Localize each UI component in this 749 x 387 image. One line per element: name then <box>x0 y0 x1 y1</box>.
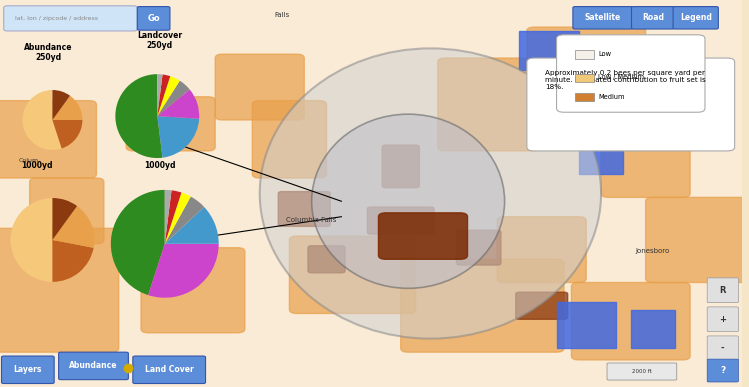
FancyBboxPatch shape <box>516 292 568 319</box>
FancyBboxPatch shape <box>601 81 690 197</box>
FancyBboxPatch shape <box>631 7 675 29</box>
Text: Jonesboro: Jonesboro <box>636 248 670 254</box>
FancyBboxPatch shape <box>137 7 170 30</box>
FancyBboxPatch shape <box>0 101 97 178</box>
Wedge shape <box>22 90 61 150</box>
Wedge shape <box>10 198 52 282</box>
FancyBboxPatch shape <box>527 27 646 112</box>
Text: R: R <box>720 286 726 295</box>
Bar <box>575 93 594 101</box>
Wedge shape <box>52 120 82 149</box>
Wedge shape <box>115 74 163 158</box>
Text: Columbia Falls: Columbia Falls <box>286 217 337 223</box>
Bar <box>0 0 742 33</box>
FancyBboxPatch shape <box>252 101 327 178</box>
Wedge shape <box>157 80 189 116</box>
Ellipse shape <box>260 48 601 339</box>
Text: Legend: Legend <box>680 13 712 22</box>
Text: Low: Low <box>598 51 611 57</box>
Text: Layers: Layers <box>13 365 42 374</box>
FancyBboxPatch shape <box>308 246 345 273</box>
FancyBboxPatch shape <box>707 336 739 361</box>
Wedge shape <box>157 76 180 116</box>
Text: Landcover
250yd: Landcover 250yd <box>137 31 182 50</box>
FancyBboxPatch shape <box>438 58 542 151</box>
FancyBboxPatch shape <box>571 283 690 360</box>
Wedge shape <box>52 90 70 120</box>
FancyBboxPatch shape <box>133 356 205 384</box>
Bar <box>631 310 676 348</box>
Text: Satellite: Satellite <box>585 13 621 22</box>
FancyBboxPatch shape <box>673 7 718 29</box>
Text: Approximately 0.2 bees per square yard per
minute. Estimated contribution to fru: Approximately 0.2 bees per square yard p… <box>545 70 706 90</box>
Wedge shape <box>157 89 199 119</box>
FancyBboxPatch shape <box>126 97 215 151</box>
FancyBboxPatch shape <box>1 356 54 384</box>
Text: -: - <box>721 344 724 353</box>
Text: 1000yd: 1000yd <box>22 161 53 170</box>
FancyBboxPatch shape <box>573 7 633 29</box>
Bar <box>534 58 608 116</box>
FancyBboxPatch shape <box>607 363 677 380</box>
FancyBboxPatch shape <box>4 6 137 31</box>
Text: lat, lon / zipcode / address: lat, lon / zipcode / address <box>15 16 98 21</box>
Wedge shape <box>52 198 77 240</box>
Wedge shape <box>52 240 94 282</box>
Ellipse shape <box>312 114 505 288</box>
FancyBboxPatch shape <box>378 213 467 259</box>
Text: Colum: Colum <box>19 158 39 163</box>
Text: Go: Go <box>148 14 160 23</box>
FancyBboxPatch shape <box>30 178 104 244</box>
FancyBboxPatch shape <box>215 54 304 120</box>
Wedge shape <box>157 116 199 158</box>
Bar <box>575 50 594 59</box>
Text: Abundance: Abundance <box>69 361 118 370</box>
FancyBboxPatch shape <box>707 307 739 332</box>
Wedge shape <box>165 192 191 244</box>
Text: +: + <box>719 315 727 324</box>
Bar <box>557 302 616 348</box>
Wedge shape <box>157 74 170 116</box>
Wedge shape <box>165 197 204 244</box>
FancyBboxPatch shape <box>382 145 419 188</box>
FancyBboxPatch shape <box>527 58 735 151</box>
FancyBboxPatch shape <box>401 259 564 352</box>
Wedge shape <box>165 190 181 244</box>
Wedge shape <box>52 96 82 120</box>
Text: Falls: Falls <box>274 12 290 19</box>
Bar <box>579 143 623 174</box>
FancyBboxPatch shape <box>367 207 434 234</box>
FancyBboxPatch shape <box>58 352 128 380</box>
Bar <box>575 74 594 82</box>
FancyBboxPatch shape <box>557 35 705 112</box>
Wedge shape <box>165 190 172 244</box>
Wedge shape <box>148 244 219 298</box>
FancyBboxPatch shape <box>289 236 416 313</box>
FancyBboxPatch shape <box>279 192 330 226</box>
Text: 2000 ft: 2000 ft <box>632 369 652 374</box>
Wedge shape <box>157 74 163 116</box>
FancyBboxPatch shape <box>646 197 749 283</box>
Text: Road: Road <box>642 13 664 22</box>
Text: Low / Medium: Low / Medium <box>598 74 644 80</box>
FancyBboxPatch shape <box>707 359 739 382</box>
Text: Abundance
250yd: Abundance 250yd <box>24 43 73 62</box>
Text: 1000yd: 1000yd <box>144 161 175 170</box>
FancyBboxPatch shape <box>497 217 586 283</box>
Bar <box>520 31 579 70</box>
Wedge shape <box>111 190 165 295</box>
FancyBboxPatch shape <box>141 248 245 333</box>
FancyBboxPatch shape <box>456 230 501 265</box>
Wedge shape <box>52 206 94 248</box>
FancyBboxPatch shape <box>707 278 739 303</box>
Text: ?: ? <box>720 366 726 375</box>
Text: Medium: Medium <box>598 94 625 100</box>
Text: Land Cover: Land Cover <box>145 365 193 374</box>
FancyBboxPatch shape <box>0 228 119 352</box>
Wedge shape <box>165 207 219 244</box>
